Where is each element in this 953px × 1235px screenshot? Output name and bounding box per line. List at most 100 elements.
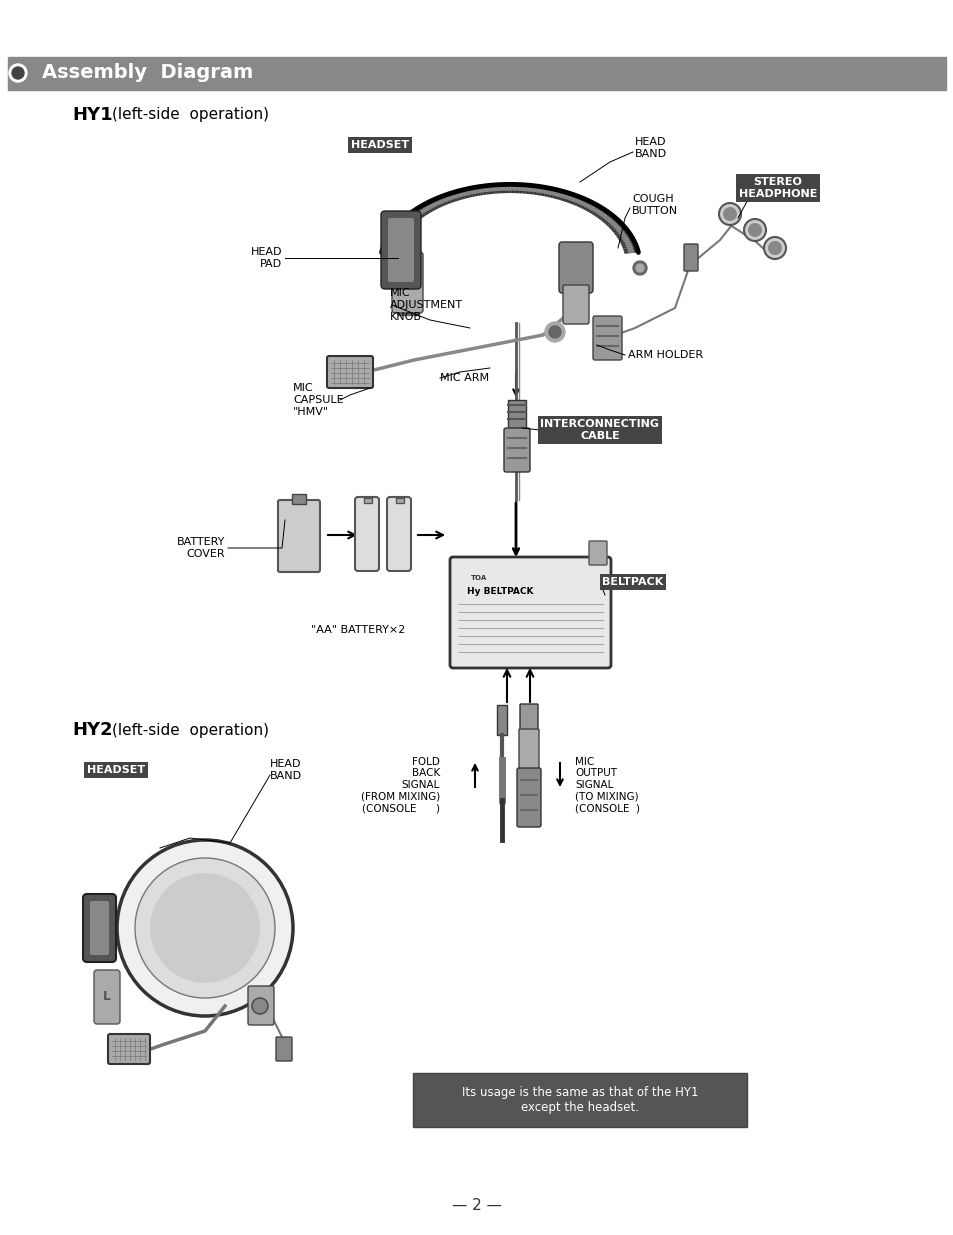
- Polygon shape: [604, 219, 618, 225]
- Polygon shape: [522, 185, 526, 194]
- Polygon shape: [414, 214, 420, 217]
- Circle shape: [747, 224, 761, 237]
- Polygon shape: [458, 193, 464, 196]
- Polygon shape: [531, 188, 535, 193]
- Polygon shape: [410, 216, 416, 220]
- Polygon shape: [536, 186, 541, 195]
- Text: "AA" BATTERY×2: "AA" BATTERY×2: [311, 625, 405, 635]
- Polygon shape: [400, 225, 407, 228]
- Polygon shape: [593, 209, 599, 212]
- FancyBboxPatch shape: [450, 557, 610, 668]
- Polygon shape: [386, 249, 392, 252]
- Polygon shape: [556, 193, 560, 196]
- Polygon shape: [624, 242, 631, 245]
- Polygon shape: [478, 189, 482, 193]
- Polygon shape: [389, 240, 395, 243]
- Polygon shape: [431, 200, 441, 207]
- Text: HY2: HY2: [71, 721, 112, 739]
- Polygon shape: [590, 207, 602, 215]
- Polygon shape: [395, 226, 409, 231]
- Polygon shape: [614, 227, 620, 230]
- Polygon shape: [606, 221, 619, 227]
- Polygon shape: [534, 189, 537, 193]
- Polygon shape: [398, 222, 412, 228]
- Polygon shape: [580, 201, 591, 209]
- Polygon shape: [599, 215, 613, 221]
- Text: MIC
CAPSULE
"HMV": MIC CAPSULE "HMV": [293, 383, 343, 416]
- Polygon shape: [499, 186, 502, 191]
- Polygon shape: [519, 188, 523, 191]
- Polygon shape: [436, 198, 446, 206]
- Polygon shape: [621, 245, 636, 248]
- Circle shape: [544, 322, 564, 342]
- Polygon shape: [573, 198, 583, 206]
- Polygon shape: [530, 185, 536, 195]
- Polygon shape: [616, 232, 629, 237]
- Polygon shape: [620, 241, 635, 246]
- Polygon shape: [611, 224, 618, 227]
- Polygon shape: [454, 194, 458, 199]
- Polygon shape: [618, 237, 633, 242]
- Circle shape: [117, 840, 293, 1016]
- Polygon shape: [554, 190, 562, 199]
- Polygon shape: [457, 190, 465, 199]
- Text: (left-side  operation): (left-side operation): [112, 722, 269, 737]
- Polygon shape: [568, 196, 574, 201]
- Polygon shape: [382, 248, 396, 252]
- Polygon shape: [563, 195, 568, 199]
- Polygon shape: [587, 205, 593, 209]
- Bar: [395, 498, 403, 503]
- Text: HEAD
PAD: HEAD PAD: [251, 247, 282, 269]
- Polygon shape: [383, 245, 397, 248]
- Circle shape: [135, 858, 274, 998]
- Text: TOA: TOA: [471, 576, 487, 580]
- Polygon shape: [419, 206, 431, 214]
- FancyBboxPatch shape: [413, 1073, 746, 1128]
- Text: ARM HOLDER: ARM HOLDER: [627, 350, 702, 359]
- Polygon shape: [399, 221, 413, 227]
- Polygon shape: [394, 233, 400, 236]
- Polygon shape: [560, 194, 566, 199]
- Polygon shape: [452, 193, 460, 200]
- Polygon shape: [403, 217, 416, 224]
- Polygon shape: [609, 224, 622, 230]
- Text: MIC
ADJUSTMENT
KNOB: MIC ADJUSTMENT KNOB: [390, 289, 462, 321]
- Polygon shape: [449, 193, 457, 201]
- Polygon shape: [601, 215, 607, 219]
- Polygon shape: [544, 190, 549, 194]
- Polygon shape: [467, 191, 472, 195]
- Polygon shape: [498, 184, 502, 194]
- Polygon shape: [451, 195, 456, 199]
- Polygon shape: [608, 220, 615, 224]
- Polygon shape: [381, 251, 395, 253]
- Bar: [497, 705, 506, 735]
- Polygon shape: [466, 189, 473, 198]
- Polygon shape: [428, 204, 435, 209]
- Polygon shape: [463, 189, 471, 198]
- Polygon shape: [612, 227, 625, 232]
- Polygon shape: [448, 196, 454, 200]
- FancyBboxPatch shape: [248, 986, 274, 1025]
- Polygon shape: [502, 184, 505, 193]
- FancyBboxPatch shape: [108, 1034, 150, 1065]
- Text: MIC
OUTPUT
SIGNAL
(TO MIXING)
(CONSOLE  ): MIC OUTPUT SIGNAL (TO MIXING) (CONSOLE ): [575, 757, 639, 813]
- Text: Hy BELTPACK: Hy BELTPACK: [467, 588, 533, 597]
- Polygon shape: [443, 198, 449, 201]
- Polygon shape: [591, 207, 598, 211]
- Polygon shape: [611, 226, 624, 231]
- Circle shape: [252, 998, 268, 1014]
- Polygon shape: [505, 186, 508, 190]
- FancyBboxPatch shape: [558, 242, 593, 293]
- Polygon shape: [594, 210, 606, 217]
- Polygon shape: [401, 219, 415, 225]
- Text: Its usage is the same as that of the HY1
except the headset.: Its usage is the same as that of the HY1…: [461, 1086, 698, 1114]
- Text: HEAD
BAND: HEAD BAND: [270, 760, 302, 781]
- Polygon shape: [390, 232, 403, 237]
- Polygon shape: [623, 248, 638, 252]
- FancyBboxPatch shape: [277, 500, 319, 572]
- Polygon shape: [598, 212, 611, 220]
- Polygon shape: [502, 186, 505, 190]
- Polygon shape: [382, 247, 396, 251]
- Polygon shape: [546, 189, 554, 198]
- Text: L: L: [103, 990, 111, 1004]
